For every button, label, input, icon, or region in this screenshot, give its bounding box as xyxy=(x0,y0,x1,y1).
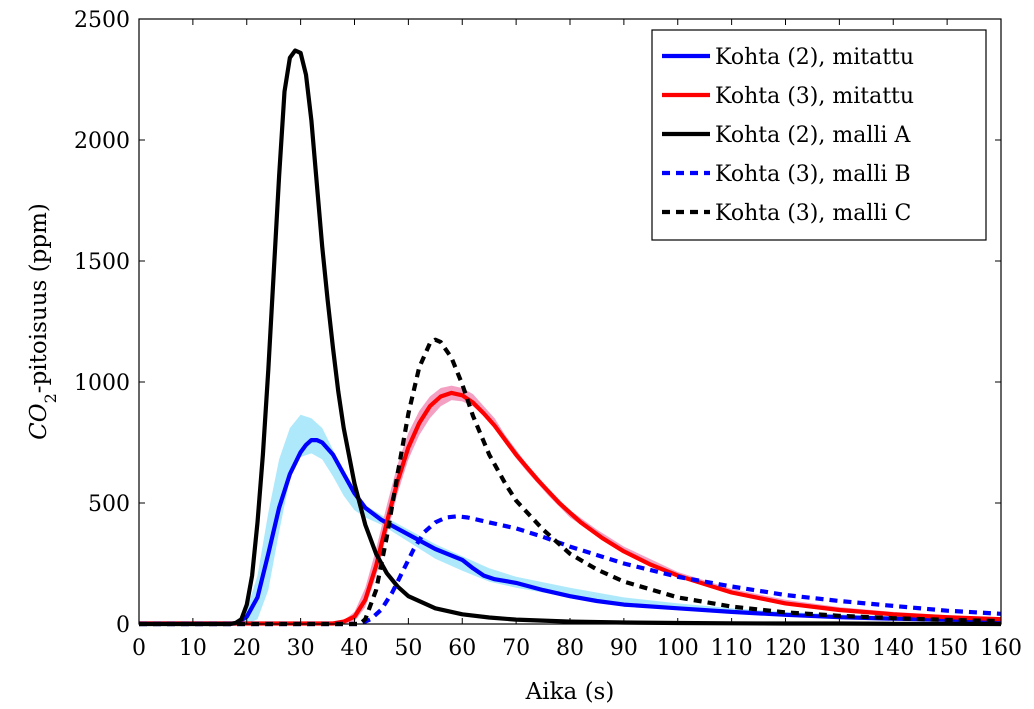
x-tick-label: 50 xyxy=(394,636,422,661)
y-axis-label: CO2-pitoisuus (ppm) xyxy=(26,203,60,440)
x-tick-label: 130 xyxy=(818,636,860,661)
series-line-kohta-2-malli-a xyxy=(139,48,1002,627)
x-tick-label: 160 xyxy=(980,636,1022,661)
shaded-range-bands xyxy=(139,385,1001,624)
legend-entry-kohta-3-mitattu: Kohta (3), mitattu xyxy=(715,84,914,109)
y-tick-label: 1000 xyxy=(74,371,130,396)
legend: Kohta (2), mitattu Kohta (3), mitattu Koht… xyxy=(651,29,987,241)
series-line-kohta-3-malli-b xyxy=(139,514,1002,627)
legend-entry-kohta-2-mitattu: Kohta (2), mitattu xyxy=(715,45,914,70)
x-tick-label: 80 xyxy=(556,636,584,661)
x-tick-label: 70 xyxy=(502,636,530,661)
y-tick-label: 1500 xyxy=(74,250,130,275)
x-tick-label: 40 xyxy=(341,636,369,661)
y-tick-label: 2000 xyxy=(74,129,130,154)
x-tick-label: 140 xyxy=(872,636,914,661)
x-tick-label: 30 xyxy=(287,636,315,661)
x-tick-label: 90 xyxy=(610,636,638,661)
axis-ticks: 0 10 20 30 40 50 60 70 80 90 100 110 120 130 140 150 160… xyxy=(74,8,1022,661)
x-tick-label: 110 xyxy=(711,636,753,661)
y-tick-label: 0 xyxy=(116,613,130,638)
legend-entry-kohta-2-malli-a: Kohta (2), malli A xyxy=(715,123,911,148)
x-tick-label: 20 xyxy=(233,636,261,661)
y-axis-label-main: CO xyxy=(26,403,52,440)
x-tick-label: 150 xyxy=(926,636,968,661)
legend-entry-kohta-3-malli-c: Kohta (3), malli C xyxy=(715,201,911,226)
y-tick-label: 500 xyxy=(88,492,130,517)
shaded-band-1 xyxy=(139,414,1001,624)
x-tick-label: 10 xyxy=(179,636,207,661)
y-axis-label-rest: -pitoisuus (ppm) xyxy=(26,203,52,393)
series-lines xyxy=(139,48,1002,627)
x-tick-label: 120 xyxy=(765,636,807,661)
x-tick-label: 60 xyxy=(448,636,476,661)
legend-entry-kohta-3-malli-b: Kohta (3), malli B xyxy=(715,162,911,187)
series-line-kohta-2-mitattu xyxy=(139,438,1002,626)
y-axis-label-subscript: 2 xyxy=(41,393,60,403)
y-tick-label: 2500 xyxy=(74,8,130,33)
x-axis-label: Aika (s) xyxy=(525,679,615,705)
x-tick-label: 0 xyxy=(132,636,146,661)
x-tick-label: 100 xyxy=(657,636,699,661)
